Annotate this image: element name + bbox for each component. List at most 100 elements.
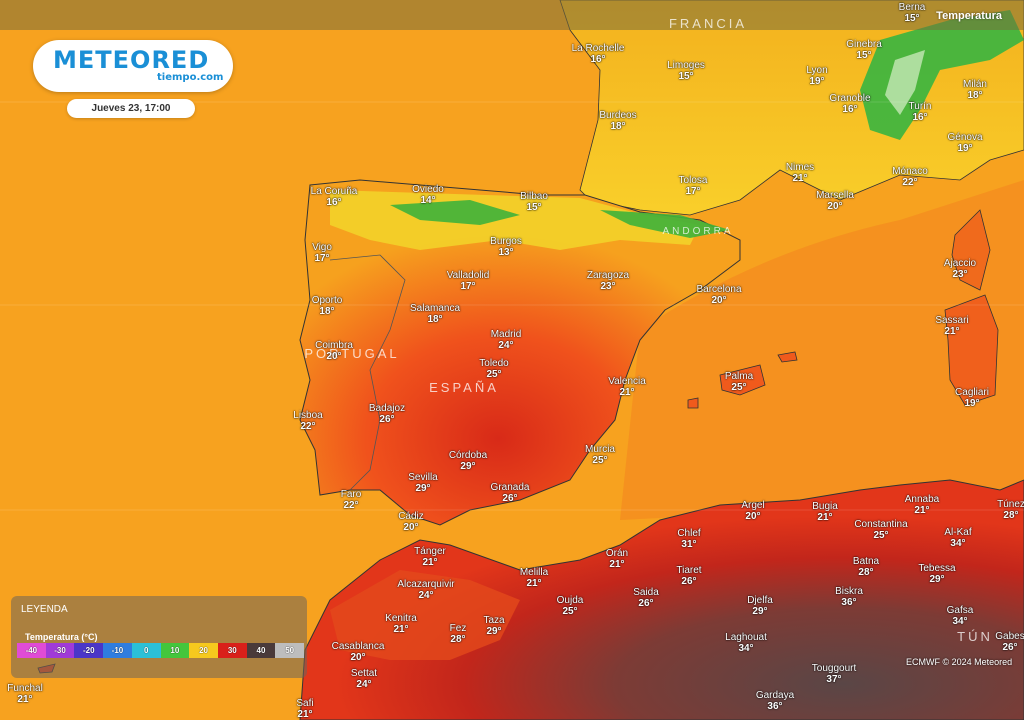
city-label[interactable]: Oujda 25°	[557, 595, 584, 617]
city-label[interactable]: Madrid 24°	[491, 329, 522, 351]
city-name: Safi	[296, 698, 314, 709]
city-label[interactable]: Kenitra 21°	[385, 613, 417, 635]
city-temperature: 21°	[17, 694, 33, 705]
legend-subtitle: Temperatura (°C)	[25, 632, 98, 642]
city-label[interactable]: Gardaya 36°	[756, 690, 794, 712]
meteored-logo[interactable]: METEORED tiempo.com	[33, 40, 233, 92]
layer-title[interactable]: Temperatura	[936, 10, 1002, 22]
city-label[interactable]: Casablanca 20°	[332, 641, 385, 663]
city-label[interactable]: Gabes 26°	[995, 631, 1024, 653]
city-label[interactable]: Biskra 36°	[835, 586, 863, 608]
city-label[interactable]: Batna 28°	[853, 556, 879, 578]
city-label[interactable]: Ginebra 15°	[846, 39, 882, 61]
city-name: Granada	[490, 482, 530, 493]
city-name: Turín	[908, 101, 932, 112]
city-label[interactable]: Marsella 20°	[816, 190, 854, 212]
city-label[interactable]: Oporto 18°	[312, 295, 343, 317]
city-name: Oporto	[311, 295, 343, 306]
city-temperature: 28°	[450, 634, 466, 645]
city-label[interactable]: Gafsa 34°	[947, 605, 974, 627]
city-label[interactable]: Valencia 21°	[608, 376, 646, 398]
city-name: Batna	[852, 556, 880, 567]
city-label[interactable]: Murcia 25°	[585, 444, 615, 466]
city-label[interactable]: Taza 29°	[483, 615, 504, 637]
city-label[interactable]: La Rochelle 16°	[572, 43, 625, 65]
city-label[interactable]: Burgos 13°	[490, 236, 522, 258]
city-label[interactable]: Túnez 28°	[997, 499, 1024, 521]
city-label[interactable]: Burdeos 18°	[599, 110, 636, 132]
city-label[interactable]: Limoges 15°	[667, 60, 705, 82]
city-label[interactable]: Turín 16°	[909, 101, 932, 123]
city-label[interactable]: Toledo 25°	[479, 358, 508, 380]
city-label[interactable]: La Coruña 16°	[311, 186, 358, 208]
region-label: ANDORRA	[662, 226, 734, 237]
city-label[interactable]: Génova 19°	[947, 132, 982, 154]
city-label[interactable]: Bugia 21°	[812, 501, 838, 523]
city-label[interactable]: Valladolid 17°	[447, 270, 490, 292]
city-label[interactable]: Touggourt 37°	[812, 663, 856, 685]
city-temperature: 15°	[526, 202, 542, 213]
forecast-timestamp[interactable]: Jueves 23, 17:00	[67, 99, 195, 118]
city-label[interactable]: Bilbao 15°	[520, 191, 548, 213]
city-name: Valladolid	[446, 270, 490, 281]
city-label[interactable]: Ajaccio 23°	[944, 258, 976, 280]
city-label[interactable]: Salamanca 18°	[410, 303, 460, 325]
city-label[interactable]: Faro 22°	[341, 489, 362, 511]
city-label[interactable]: Cádiz 20°	[398, 511, 424, 533]
city-name: Marsella	[816, 190, 854, 201]
city-label[interactable]: Sevilla 29°	[408, 472, 437, 494]
city-label[interactable]: Tiaret 26°	[676, 565, 701, 587]
city-label[interactable]: Al-Kaf 34°	[944, 527, 971, 549]
city-label[interactable]: Córdoba 29°	[449, 450, 487, 472]
city-label[interactable]: Argel 20°	[741, 500, 764, 522]
city-label[interactable]: Badajoz 26°	[369, 403, 405, 425]
city-label[interactable]: Settat 24°	[351, 668, 377, 690]
city-label[interactable]: Granoble 16°	[829, 93, 870, 115]
city-label[interactable]: Tolosa 17°	[679, 175, 708, 197]
region-label: ESPAÑA	[429, 380, 499, 395]
city-temperature: 28°	[1003, 510, 1019, 521]
city-label[interactable]: Tánger 21°	[414, 546, 446, 568]
city-temperature: 24°	[418, 590, 434, 601]
city-label[interactable]: Coimbra 20°	[315, 340, 353, 362]
city-name: Djelfa	[747, 595, 773, 606]
city-label[interactable]: Saida 26°	[633, 587, 659, 609]
city-label[interactable]: Vigo 17°	[312, 242, 332, 264]
city-label[interactable]: Tebessa 29°	[918, 563, 955, 585]
city-label[interactable]: Zaragoza 23°	[587, 270, 629, 292]
city-label[interactable]: Milán 18°	[963, 79, 987, 101]
city-label[interactable]: Constantina 25°	[854, 519, 907, 541]
city-label[interactable]: Funchal 21°	[7, 683, 43, 705]
city-label[interactable]: Safi 21°	[296, 698, 313, 720]
city-label[interactable]: Annaba 21°	[905, 494, 939, 516]
city-label[interactable]: Alcazarquivir 24°	[397, 579, 454, 601]
city-temperature: 26°	[681, 576, 697, 587]
city-temperature: 16°	[326, 197, 342, 208]
legend-panel[interactable]: LEYENDA Temperatura (°C) -40 -30 -20 -10 0 10…	[11, 596, 307, 678]
city-label[interactable]: Berna 15°	[899, 2, 926, 24]
corsica	[951, 209, 991, 291]
city-label[interactable]: Cagliari 19°	[955, 387, 989, 409]
city-name: Chlef	[677, 528, 701, 539]
city-label[interactable]: Lyon 19°	[806, 65, 827, 87]
city-label[interactable]: Chlef 31°	[677, 528, 700, 550]
city-label[interactable]: Barcelona 20°	[696, 284, 741, 306]
city-label[interactable]: Fez 28°	[450, 623, 467, 645]
city-temperature: 34°	[738, 643, 754, 654]
city-name: Fez	[449, 623, 467, 634]
city-label[interactable]: Melilla 21°	[520, 567, 548, 589]
city-label[interactable]: Djelfa 29°	[747, 595, 773, 617]
city-label[interactable]: Nimes 21°	[786, 162, 814, 184]
city-label[interactable]: Orán 21°	[606, 548, 628, 570]
city-label[interactable]: Laghouat 34°	[725, 632, 767, 654]
city-name: Burdeos	[599, 110, 637, 121]
city-label[interactable]: Mónaco 22°	[892, 166, 928, 188]
city-label[interactable]: Palma 25°	[725, 371, 753, 393]
city-label[interactable]: Granada 26°	[491, 482, 530, 504]
city-temperature: 25°	[562, 606, 578, 617]
city-label[interactable]: Sassari 21°	[935, 315, 968, 337]
city-label[interactable]: Oviedo 14°	[412, 184, 444, 206]
region-label: FRANCIA	[668, 16, 748, 31]
city-label[interactable]: Lisboa 22°	[293, 410, 322, 432]
